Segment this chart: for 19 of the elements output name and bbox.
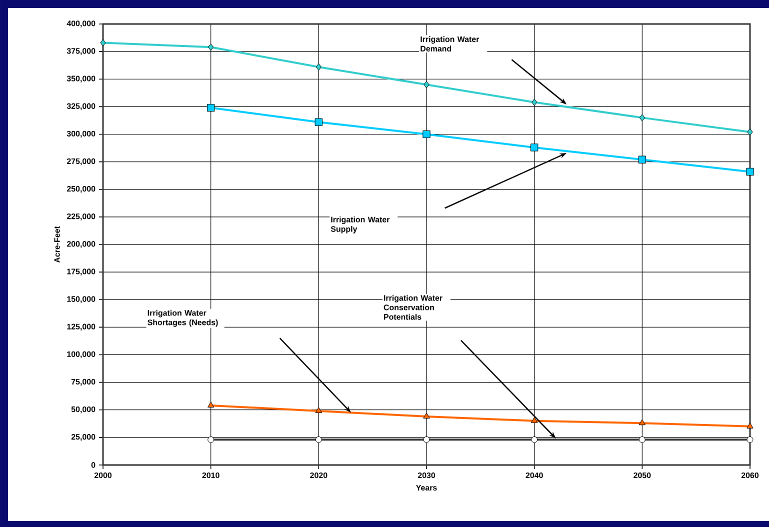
point: [424, 80, 430, 88]
point: [530, 144, 538, 152]
point: [207, 402, 214, 408]
point: [639, 114, 645, 122]
point: [530, 417, 538, 423]
point: [314, 118, 323, 126]
point: [422, 130, 430, 138]
point: [423, 412, 430, 419]
point: [638, 156, 646, 164]
point: [747, 128, 753, 136]
point: [746, 422, 754, 428]
point: [315, 407, 322, 414]
point: [746, 168, 754, 176]
point: [638, 419, 646, 426]
point: [208, 44, 214, 51]
point: [100, 39, 106, 46]
point: [207, 104, 215, 112]
point: [532, 98, 538, 106]
point: [316, 63, 322, 71]
